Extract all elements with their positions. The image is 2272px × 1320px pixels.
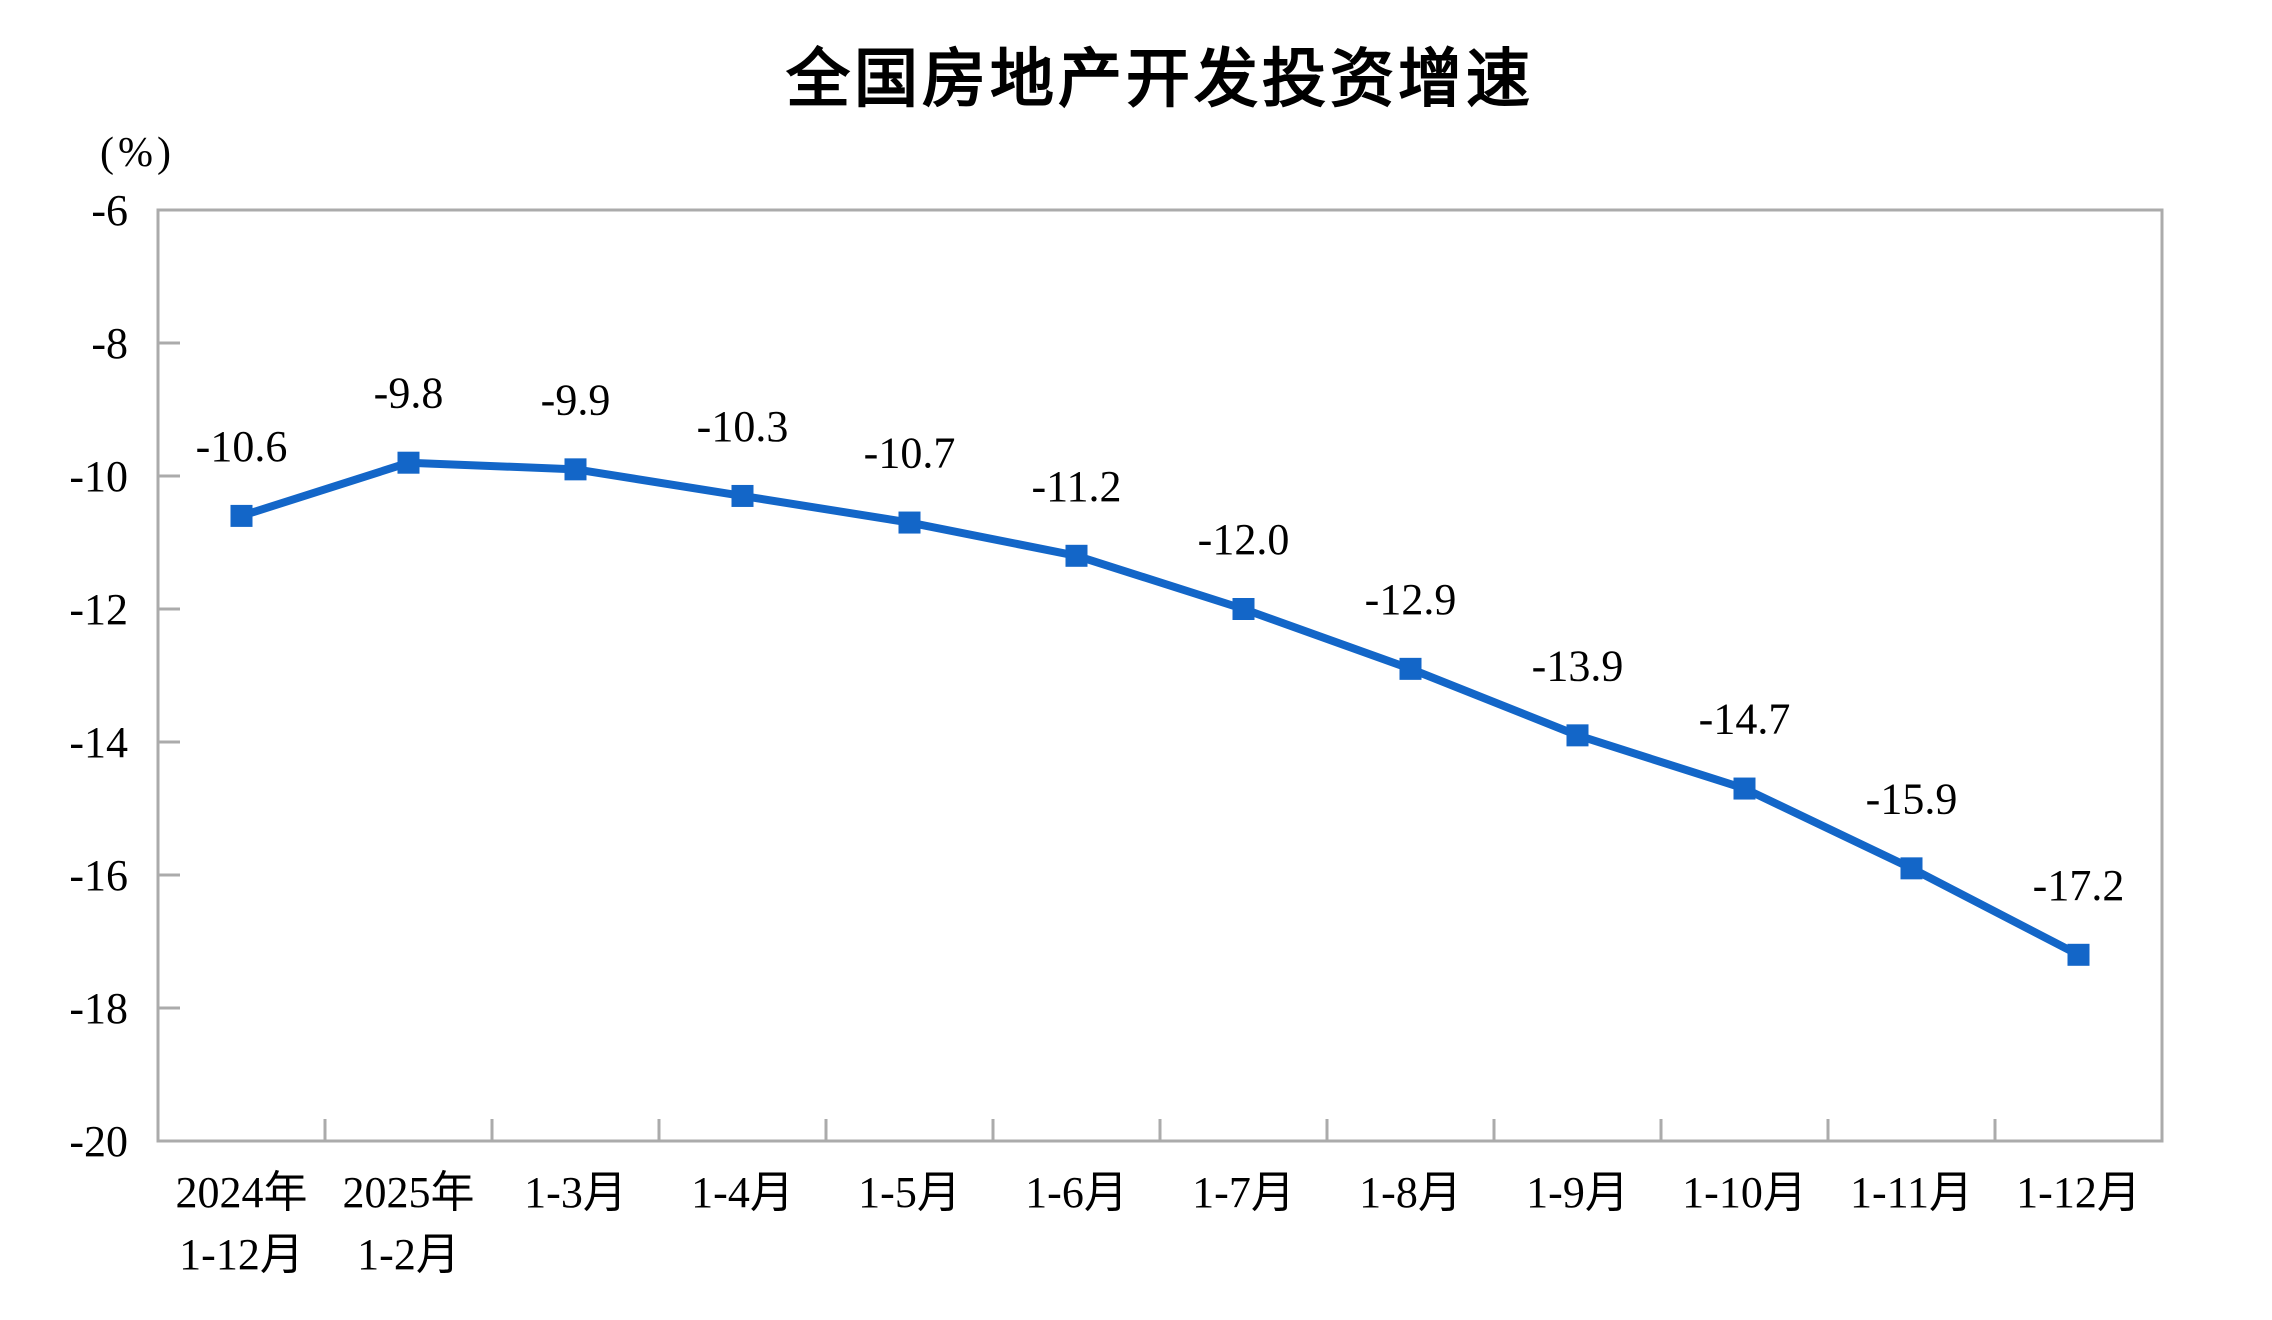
x-axis-tick-label: 1-8月 (1359, 1168, 1462, 1217)
x-axis-tick-label: 2025年 (343, 1168, 475, 1217)
y-axis-tick-label: -8 (91, 319, 128, 368)
data-point-marker (1900, 857, 1923, 880)
x-axis-tick-label: 1-6月 (1025, 1168, 1128, 1217)
x-axis-tick-label: 1-9月 (1526, 1168, 1629, 1217)
x-axis-tick-label: 1-10月 (1682, 1168, 1807, 1217)
data-point-label: -12.0 (1198, 515, 1290, 564)
data-point-label: -9.8 (374, 369, 444, 418)
data-point-marker (898, 511, 921, 534)
data-point-marker (731, 484, 754, 507)
x-axis-tick-label: 1-12月 (2016, 1168, 2141, 1217)
data-point-marker (564, 458, 587, 481)
y-axis-unit-label: (%) (100, 130, 175, 176)
data-point-marker (230, 504, 253, 527)
data-point-marker (1065, 544, 1088, 567)
data-point-label: -10.6 (196, 422, 288, 471)
data-point-marker (1399, 657, 1422, 680)
data-point-label: -11.2 (1031, 462, 1121, 511)
data-point-label: -10.7 (864, 429, 956, 478)
data-point-label: -13.9 (1532, 641, 1624, 690)
x-axis-tick-label: 1-12月 (179, 1230, 304, 1279)
y-axis-tick-label: -10 (69, 452, 128, 501)
chart-title: 全国房地产开发投资增速 (786, 43, 1534, 115)
x-axis-tick-label: 1-7月 (1192, 1168, 1295, 1217)
data-point-marker (2067, 943, 2090, 966)
x-axis-tick-label: 2024年 (176, 1168, 308, 1217)
data-point-label: -17.2 (2033, 861, 2125, 910)
x-axis-tick-label: 1-5月 (858, 1168, 961, 1217)
data-point-label: -10.3 (697, 402, 789, 451)
x-axis-tick-label: 1-4月 (691, 1168, 794, 1217)
data-point-marker (1733, 777, 1756, 800)
y-axis-tick-label: -16 (69, 851, 128, 900)
data-point-marker (1232, 598, 1255, 620)
data-point-marker (1566, 724, 1589, 747)
x-axis-tick-label: 1-3月 (524, 1168, 627, 1217)
y-axis-tick-label: -14 (69, 718, 128, 767)
y-axis-tick-label: -12 (69, 585, 128, 634)
data-point-label: -12.9 (1365, 575, 1457, 624)
y-axis-tick-label: -20 (69, 1117, 128, 1166)
series-line (237, 458, 2083, 959)
data-point-label: -15.9 (1866, 774, 1958, 823)
y-axis-tick-label: -18 (69, 984, 128, 1033)
x-axis-tick-label: 1-11月 (1850, 1168, 1973, 1217)
plot-area-border (156, 208, 2164, 1143)
data-point-label: -9.9 (541, 375, 611, 424)
data-point-label: -14.7 (1699, 695, 1791, 744)
x-axis-tick-label: 1-2月 (357, 1230, 460, 1279)
y-axis-tick-label: -6 (91, 186, 128, 235)
data-point-marker (397, 451, 420, 474)
